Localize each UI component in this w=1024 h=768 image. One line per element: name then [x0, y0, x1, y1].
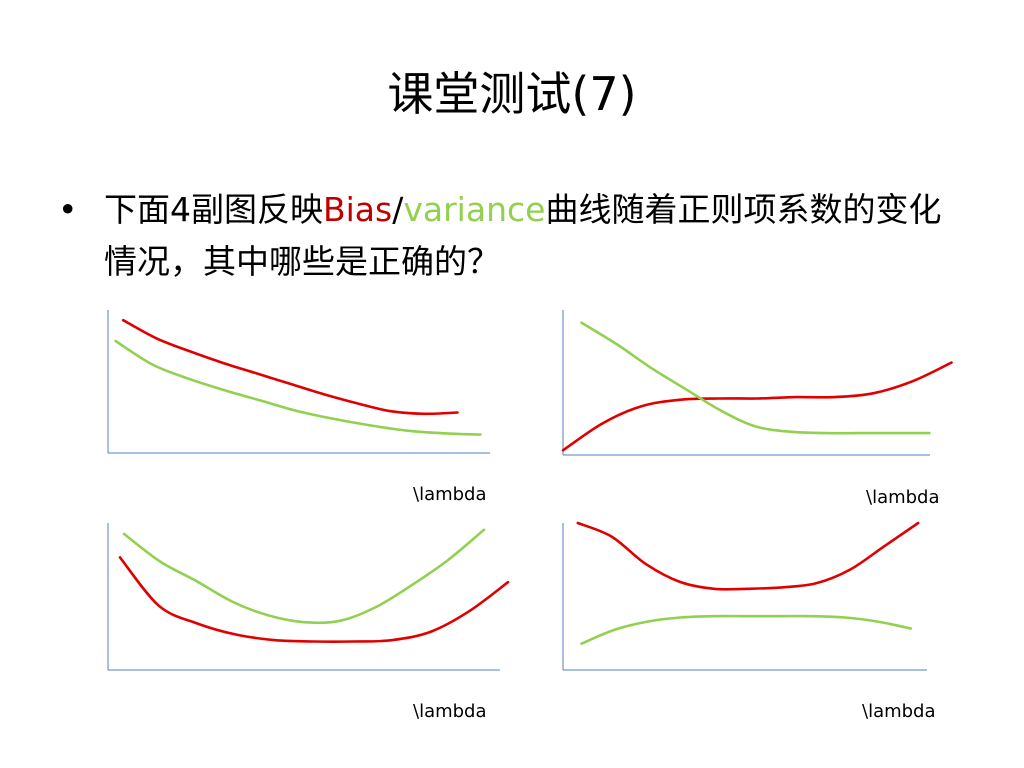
- chart-2-xlabel: \lambda: [866, 487, 940, 508]
- chart-3-xlabel: \lambda: [413, 701, 487, 722]
- question-part1: 下面4副图反映: [104, 190, 323, 229]
- chart-3-variance-curve: [122, 528, 486, 625]
- chart-4-bias-curve: [576, 521, 920, 591]
- chart-3: [107, 523, 510, 671]
- bullet-dot: •: [58, 190, 78, 229]
- chart-4: [562, 521, 927, 671]
- chart-2: [561, 310, 953, 456]
- question-text: 下面4副图反映Bias/variance曲线随着正则项系数的变化情况，其中哪些是…: [104, 184, 954, 288]
- chart-3-bias-curve: [118, 556, 510, 644]
- chart-1-bias-curve: [121, 318, 459, 416]
- chart-4-xlabel: \lambda: [862, 701, 936, 722]
- chart-2-variance-curve: [580, 321, 931, 435]
- variance-word: variance: [403, 190, 546, 229]
- question-part2: 曲线随着正则项系数的变化情况，其中哪些是正确的？: [104, 190, 942, 281]
- slash-separator: /: [392, 190, 404, 229]
- slide-title: 课堂测试(7): [387, 67, 637, 121]
- chart-1-variance-curve: [114, 339, 482, 436]
- chart-2-bias-curve: [561, 361, 953, 452]
- chart-1: [107, 310, 490, 454]
- chart-1-xlabel: \lambda: [413, 484, 487, 505]
- chart-4-variance-curve: [580, 614, 913, 645]
- bias-word: Bias: [323, 190, 393, 229]
